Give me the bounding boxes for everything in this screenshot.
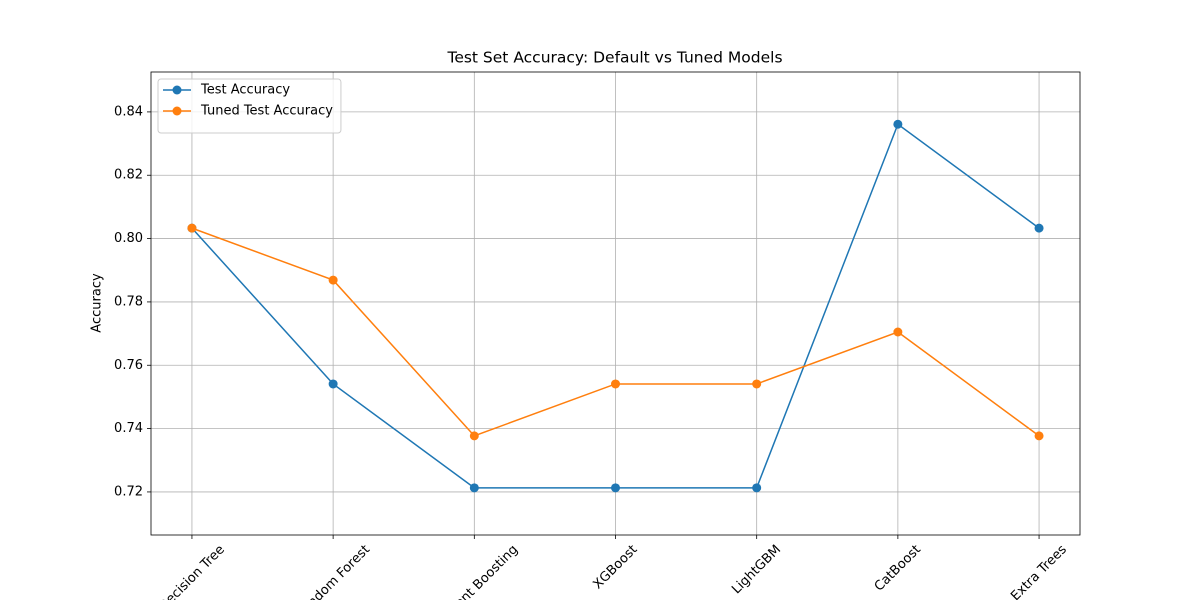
chart-title: Test Set Accuracy: Default vs Tuned Mode… — [446, 49, 782, 67]
data-point — [328, 379, 338, 389]
data-point — [893, 327, 903, 337]
data-point — [328, 275, 338, 285]
legend-label: Tuned Test Accuracy — [200, 104, 333, 119]
data-point — [1034, 223, 1044, 233]
x-tick-label: XGBoost — [591, 542, 641, 592]
y-tick-label: 0.80 — [114, 231, 143, 246]
x-tick-label: Decision Tree — [156, 542, 228, 600]
legend-label: Test Accuracy — [200, 83, 290, 98]
y-tick-label: 0.72 — [114, 484, 143, 499]
data-point — [752, 379, 762, 389]
y-tick-label: 0.74 — [114, 421, 143, 436]
data-point — [893, 119, 903, 129]
data-point — [187, 223, 197, 233]
y-axis-label: Accuracy — [90, 273, 105, 333]
x-tick-label: LightGBM — [729, 542, 784, 597]
data-point — [469, 431, 479, 441]
plot-frame — [150, 71, 1081, 536]
legend-marker — [172, 106, 182, 116]
data-point — [752, 483, 762, 493]
y-tick-label: 0.82 — [114, 168, 143, 183]
x-tick-label: Gradient Boosting — [427, 542, 521, 600]
y-tick-label: 0.76 — [114, 358, 143, 373]
y-tick-label: 0.78 — [114, 294, 143, 309]
x-tick-label: Extra Trees — [1008, 542, 1070, 600]
legend-box — [157, 78, 342, 134]
data-point — [469, 483, 479, 493]
legend-marker — [172, 85, 182, 95]
x-tick-label: CatBoost — [872, 542, 924, 594]
data-point — [611, 483, 620, 493]
data-point — [1034, 431, 1044, 441]
x-tick-label: Random Forest — [293, 542, 373, 600]
y-tick-label: 0.84 — [114, 104, 143, 119]
data-point — [611, 379, 620, 389]
